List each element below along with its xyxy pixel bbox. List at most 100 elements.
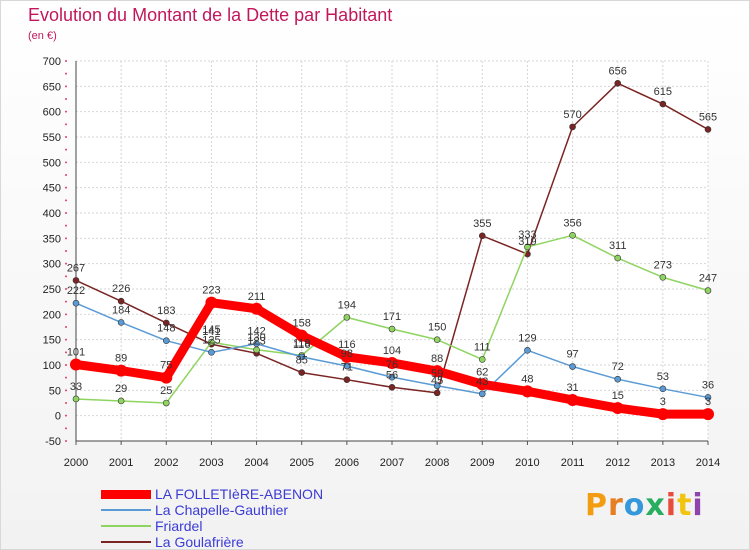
logo-letter: x — [645, 488, 666, 523]
data-point — [476, 378, 489, 391]
data-label: 223 — [202, 285, 220, 297]
y-tick-label: 500 — [43, 157, 61, 169]
chart-title: Evolution du Montant de la Dette par Hab… — [28, 5, 393, 25]
proxiti-logo: Proxiti — [585, 488, 704, 523]
data-point — [659, 385, 667, 393]
data-label: 75 — [160, 360, 172, 372]
data-point — [659, 100, 667, 108]
logo-letter: P — [585, 488, 608, 523]
data-label: 15 — [612, 390, 624, 402]
data-label: 76 — [386, 359, 398, 371]
data-label: 333 — [518, 229, 536, 241]
data-point — [340, 350, 353, 363]
chart-unit-label: (en €) — [28, 30, 57, 42]
data-label: 194 — [338, 299, 356, 311]
data-point — [72, 395, 80, 403]
x-tick-label: 2013 — [651, 457, 675, 469]
data-label: 71 — [341, 362, 353, 374]
data-label: 273 — [654, 259, 672, 271]
data-point — [478, 356, 486, 363]
data-point — [162, 337, 170, 344]
y-tick-label: 600 — [43, 107, 61, 119]
data-label: 62 — [476, 366, 488, 378]
y-minor-tick — [65, 174, 67, 176]
legend-label: La Chapelle-Gauthier — [155, 502, 289, 518]
x-tick-label: 2011 — [561, 457, 585, 469]
data-label: 565 — [699, 111, 717, 123]
y-minor-tick — [65, 313, 67, 316]
x-tick-label: 2007 — [380, 457, 404, 469]
data-label: 25 — [160, 385, 172, 397]
data-label: 59 — [431, 368, 443, 380]
y-minor-tick — [65, 60, 67, 62]
logo-letter: i — [692, 488, 704, 523]
x-tick-label: 2004 — [244, 457, 268, 469]
data-point — [253, 346, 260, 354]
data-point — [704, 394, 712, 401]
y-minor-tick — [65, 72, 67, 75]
y-minor-tick — [65, 123, 67, 126]
x-tick-label: 2012 — [605, 457, 629, 469]
data-point — [343, 314, 351, 321]
y-tick-label: 450 — [43, 183, 61, 195]
data-label: 36 — [702, 379, 714, 391]
y-tick-label: 700 — [43, 56, 61, 68]
data-label: 142 — [247, 326, 265, 338]
data-label: 319 — [518, 236, 536, 248]
x-tick-label: 2002 — [154, 457, 178, 469]
legend-item: LA FOLLETIèRE-ABENON — [101, 486, 323, 502]
data-point — [611, 402, 624, 415]
data-label: 29 — [115, 383, 127, 395]
y-tick-label: 200 — [43, 309, 61, 321]
data-point — [704, 126, 712, 133]
data-point — [115, 364, 128, 377]
data-point — [433, 382, 441, 390]
y-minor-tick — [65, 288, 67, 290]
legend-item: Friardel — [101, 518, 323, 534]
data-point — [72, 277, 80, 284]
y-tick-label: 50 — [49, 385, 61, 397]
data-point — [205, 296, 218, 309]
data-point — [162, 319, 170, 327]
y-minor-tick — [65, 275, 67, 278]
y-minor-tick — [65, 85, 67, 88]
y-tick-label: 350 — [43, 233, 61, 245]
y-tick-label: -50 — [45, 436, 61, 448]
data-point — [160, 371, 173, 384]
data-point — [431, 365, 444, 378]
data-label: 3 — [660, 396, 666, 408]
legend-swatch — [101, 489, 151, 499]
y-minor-tick — [65, 414, 67, 417]
data-point — [386, 356, 398, 369]
y-minor-tick — [65, 351, 67, 354]
y-minor-tick — [65, 199, 67, 202]
data-point — [614, 375, 622, 383]
data-label: 656 — [609, 65, 627, 77]
data-label: 355 — [473, 218, 491, 230]
x-tick-label: 2001 — [109, 457, 133, 469]
y-minor-tick — [65, 376, 67, 379]
y-tick-label: 550 — [43, 132, 61, 144]
y-minor-tick — [65, 148, 67, 151]
y-minor-tick — [65, 161, 67, 164]
data-point — [569, 363, 576, 370]
data-label: 125 — [202, 334, 220, 346]
y-minor-tick — [65, 326, 67, 328]
data-label: 116 — [338, 339, 356, 351]
x-tick-label: 2008 — [425, 457, 449, 469]
data-label: 72 — [612, 361, 624, 373]
y-minor-tick — [65, 110, 67, 113]
data-point — [524, 243, 531, 251]
data-label: 123 — [247, 335, 265, 347]
y-minor-tick — [65, 427, 67, 430]
data-point — [614, 254, 622, 262]
data-label: 148 — [157, 323, 175, 335]
data-point — [569, 123, 576, 131]
data-point — [70, 358, 82, 371]
data-label: 222 — [67, 285, 85, 297]
data-label: 97 — [566, 349, 578, 361]
data-point — [117, 397, 125, 405]
y-tick-label: 400 — [43, 208, 61, 220]
legend-label: La Goulafrière — [155, 534, 244, 550]
